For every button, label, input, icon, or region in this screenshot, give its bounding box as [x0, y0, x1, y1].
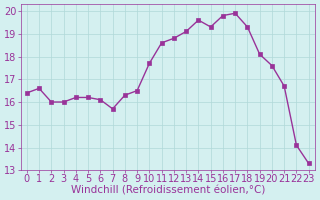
X-axis label: Windchill (Refroidissement éolien,°C): Windchill (Refroidissement éolien,°C): [71, 186, 265, 196]
